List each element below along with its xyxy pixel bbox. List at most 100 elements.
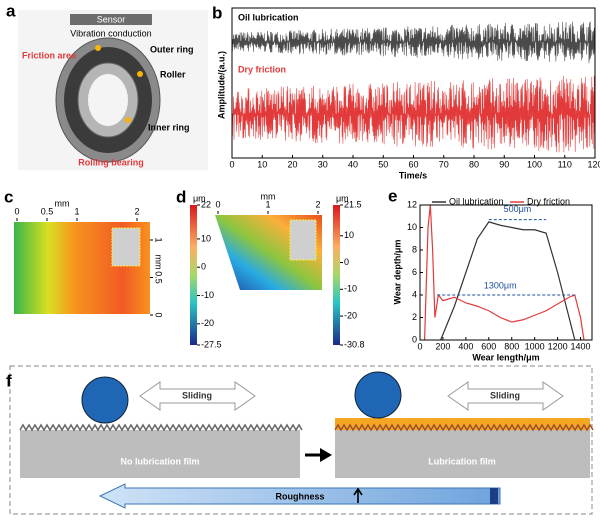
colorbar-label: 21.5 bbox=[344, 199, 362, 209]
arrow-tail bbox=[490, 488, 498, 504]
colorbar-label: -10 bbox=[201, 290, 214, 300]
inset bbox=[111, 227, 141, 267]
roughness-label: Roughness bbox=[275, 491, 324, 501]
sliding-label: Sliding bbox=[490, 390, 520, 400]
colorbar bbox=[333, 205, 340, 345]
rough-surface bbox=[334, 423, 594, 432]
x-tick-label: 2 bbox=[134, 206, 139, 216]
friction-label: Friction area bbox=[22, 50, 77, 60]
up-arrow bbox=[353, 487, 363, 503]
roughness-arrow bbox=[98, 483, 501, 509]
colorbar-label: 22 bbox=[201, 199, 211, 209]
panel-label: e bbox=[388, 186, 397, 205]
x-tick-label: 1000 bbox=[525, 341, 545, 351]
x-tick-label: 0 bbox=[14, 206, 19, 216]
y-tick-label: 2 bbox=[412, 312, 417, 322]
x-tick-label: 0 bbox=[215, 199, 220, 209]
series-line bbox=[440, 221, 576, 341]
colorbar-label: -10 bbox=[344, 284, 357, 294]
x-tick-label: 50 bbox=[378, 159, 388, 169]
x-tick-label: 200 bbox=[435, 341, 450, 351]
colorbar-label: 0 bbox=[344, 257, 349, 267]
x-tick-label: 1400 bbox=[571, 341, 591, 351]
sensor-box bbox=[70, 14, 152, 25]
marker bbox=[95, 45, 101, 51]
x-tick-label: 90 bbox=[499, 159, 509, 169]
panel-f: Sliding Sliding No lubrication film Lubr… bbox=[6, 365, 593, 515]
colorbar-label: -27.5 bbox=[201, 339, 222, 349]
roller-label: Roller bbox=[160, 69, 186, 79]
substrate bbox=[20, 430, 300, 478]
panel-label: d bbox=[176, 187, 186, 206]
x-tick-label: 1200 bbox=[548, 341, 568, 351]
panel-label: a bbox=[6, 1, 16, 20]
y-axis-label: Amplitude/(a.u.) bbox=[216, 51, 226, 119]
caption: Rolling bearing bbox=[78, 157, 144, 167]
colorbar-label: -20 bbox=[344, 310, 357, 320]
x-tick-label: 0 bbox=[417, 341, 422, 351]
y-axis-label: Wear depth/μm bbox=[392, 240, 402, 305]
x-tick-label: 120 bbox=[587, 159, 600, 169]
x-tick-label: 70 bbox=[439, 159, 449, 169]
vibration-label: Vibration conduction bbox=[70, 28, 151, 38]
x-unit: mm bbox=[261, 191, 276, 201]
inner-label: Inner ring bbox=[148, 122, 190, 132]
marker bbox=[137, 71, 143, 77]
x-tick-label: 0.5 bbox=[41, 206, 54, 216]
marker bbox=[125, 117, 131, 123]
colorbar bbox=[190, 205, 197, 345]
y-tick-label: 0 bbox=[154, 312, 164, 317]
x-tick-label: 60 bbox=[408, 159, 418, 169]
colorbar-label: 0 bbox=[201, 262, 206, 272]
substrate bbox=[335, 430, 590, 478]
x-tick-label: 1 bbox=[265, 199, 270, 209]
y-tick-label: 0.5 bbox=[154, 271, 164, 284]
series-line bbox=[423, 204, 585, 341]
legend-label: Dry friction bbox=[527, 196, 570, 206]
panel-label: c bbox=[4, 187, 13, 206]
x-tick-label: 600 bbox=[481, 341, 496, 351]
signal-trace bbox=[231, 75, 596, 153]
y-tick-label: 10 bbox=[407, 222, 417, 232]
y-tick-label: 6 bbox=[412, 267, 417, 277]
x-tick-label: 80 bbox=[469, 159, 479, 169]
annotation: 500μm bbox=[504, 204, 532, 214]
ball bbox=[81, 376, 129, 424]
rough-surface bbox=[19, 423, 303, 432]
series-label: Dry friction bbox=[238, 64, 286, 74]
colorbar-unit: μm bbox=[193, 193, 206, 203]
signal-trace bbox=[231, 21, 596, 64]
y-tick-label: 8 bbox=[412, 244, 417, 254]
colorbar-label: 10 bbox=[201, 233, 211, 243]
y-tick-label: 0 bbox=[412, 334, 417, 344]
sliding-arrow bbox=[139, 381, 256, 411]
colorbar-label: -30.8 bbox=[344, 339, 365, 349]
outer-label: Outer ring bbox=[150, 44, 194, 54]
x-tick-label: 1 bbox=[74, 206, 79, 216]
y-tick-label: 4 bbox=[412, 289, 417, 299]
frame bbox=[9, 365, 593, 515]
x-axis-label: Time/s bbox=[399, 170, 427, 180]
block-label: No lubrication film bbox=[120, 456, 199, 466]
panel-label: b bbox=[212, 3, 222, 22]
block-label: Lubrication film bbox=[428, 456, 496, 466]
panel-label: f bbox=[6, 371, 12, 390]
y-unit: mm bbox=[154, 255, 164, 270]
x-tick-label: 100 bbox=[527, 159, 542, 169]
y-tick-label: 12 bbox=[407, 199, 417, 209]
colorbar-label: 10 bbox=[344, 230, 354, 240]
x-tick-label: 20 bbox=[287, 159, 297, 169]
sliding-arrow bbox=[447, 381, 564, 411]
series-label: Oil lubrication bbox=[238, 12, 299, 22]
x-tick-label: 2 bbox=[315, 199, 320, 209]
x-unit: mm bbox=[55, 198, 70, 208]
colorbar-unit: μm bbox=[336, 193, 349, 203]
y-tick-label: 1 bbox=[154, 237, 164, 242]
legend-label: Oil lubrication bbox=[449, 196, 504, 206]
x-tick-label: 30 bbox=[318, 159, 328, 169]
sliding-label: Sliding bbox=[182, 390, 212, 400]
colorbar-label: -20 bbox=[201, 318, 214, 328]
x-tick-label: 110 bbox=[558, 159, 572, 169]
x-tick-label: 0 bbox=[229, 159, 234, 169]
